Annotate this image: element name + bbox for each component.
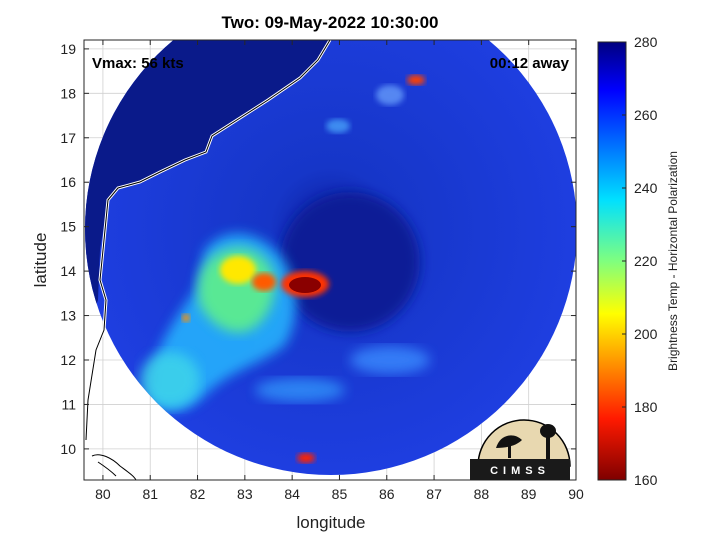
- x-axis-ticks: 80 81 82 83 84 85 86 87 88 89 90: [95, 40, 584, 502]
- y-tick-label: 12: [60, 352, 76, 368]
- band-south: [255, 378, 345, 402]
- y-tick-label: 11: [61, 396, 76, 412]
- y-tick-label: 13: [60, 308, 76, 324]
- x-tick-label: 86: [379, 486, 395, 502]
- chart-title: Two: 09-May-2022 10:30:00: [221, 13, 438, 32]
- x-tick-label: 90: [568, 486, 584, 502]
- x-tick-label: 83: [237, 486, 253, 502]
- x-tick-label: 88: [474, 486, 490, 502]
- x-tick-label: 80: [95, 486, 111, 502]
- logo-banner: [470, 459, 570, 480]
- colorbar: [597, 41, 627, 481]
- colorbar-label: Brightness Temp - Horizontal Polarizatio…: [666, 151, 680, 371]
- convection-main-core: [289, 277, 321, 293]
- convection-ne: [407, 75, 425, 85]
- colorbar-tick-label: 160: [634, 472, 658, 488]
- y-tick-label: 10: [60, 441, 76, 457]
- y-tick-label: 18: [60, 85, 76, 101]
- y-axis-ticks: 10 11 12 13 14 15 16 17 18 19: [60, 41, 576, 457]
- convection-west: [252, 273, 276, 291]
- x-tick-label: 89: [521, 486, 537, 502]
- plot-frame: [83, 39, 577, 481]
- colorbar-ticks: 280 260 240 220 200 180 160: [622, 34, 658, 488]
- y-tick-label: 16: [60, 174, 76, 190]
- convection-south: [297, 453, 315, 463]
- cyclone-eye: [280, 192, 420, 332]
- coastline-line: [85, 40, 331, 441]
- logo-tower-top: [540, 424, 556, 438]
- colorbar-tick-label: 180: [634, 399, 658, 415]
- colorbar-tick-label: 280: [634, 34, 658, 50]
- colorbar-tick-label: 260: [634, 107, 658, 123]
- x-tick-label: 82: [190, 486, 206, 502]
- convection-west-small: [182, 314, 190, 322]
- logo-text: CIMSS: [490, 465, 550, 477]
- band-n: [326, 119, 350, 133]
- land-region: [85, 40, 330, 340]
- logo-tower-leg: [546, 437, 550, 459]
- x-tick-label: 84: [284, 486, 300, 502]
- colorbar-tick-label: 200: [634, 326, 658, 342]
- band-ne: [376, 85, 404, 105]
- logo-dish: [496, 435, 522, 448]
- rainband-yellow: [220, 256, 256, 284]
- rainband-south: [140, 352, 200, 408]
- x-tick-label: 87: [426, 486, 442, 502]
- x-axis-label: longitude: [296, 513, 365, 532]
- sri-lanka-coast: [91, 454, 137, 480]
- y-tick-label: 14: [60, 263, 76, 279]
- cimss-logo: CIMSS: [470, 419, 571, 480]
- logo-dish-stand: [508, 446, 511, 458]
- y-tick-label: 15: [60, 219, 76, 235]
- vmax-annotation: Vmax: 56 kts: [92, 55, 184, 72]
- x-tick-label: 81: [142, 486, 158, 502]
- x-tick-label: 85: [332, 486, 348, 502]
- time-offset-annotation: 00:12 away: [490, 55, 570, 72]
- y-tick-label: 17: [60, 130, 76, 146]
- y-tick-label: 19: [60, 41, 76, 57]
- y-axis-label: latitude: [31, 233, 50, 288]
- coastline: [84, 40, 332, 480]
- colorbar-tick-label: 240: [634, 180, 658, 196]
- colorbar-tick-label: 220: [634, 253, 658, 269]
- band-east: [350, 346, 430, 374]
